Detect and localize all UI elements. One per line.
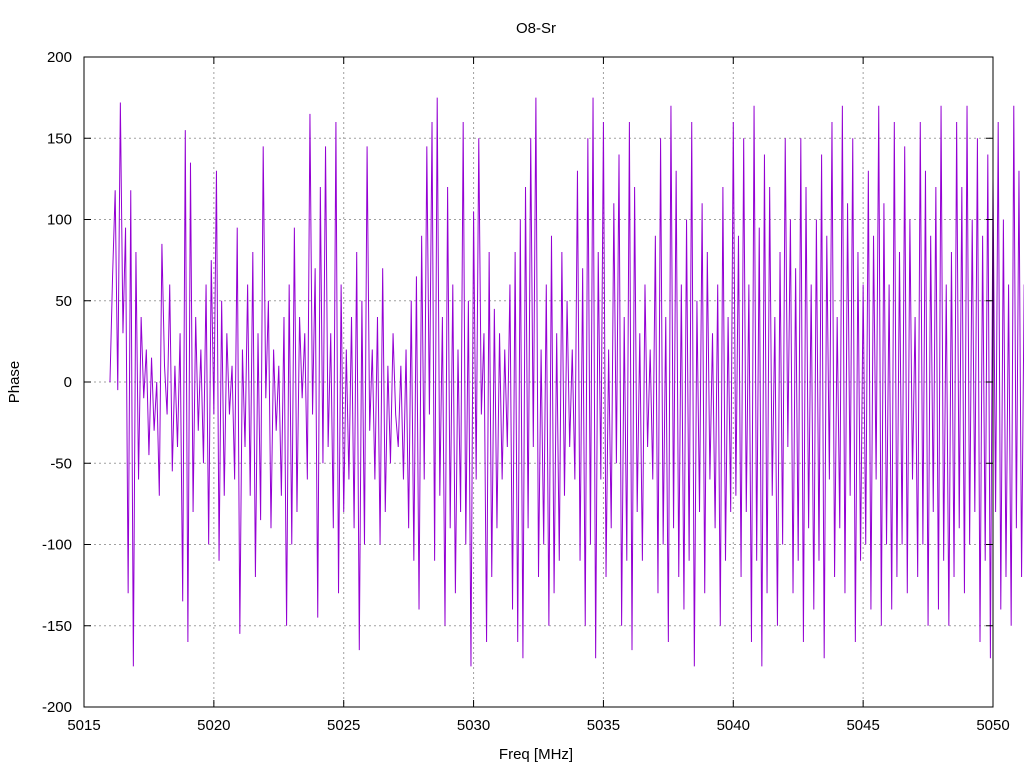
x-tick-label: 5035 [587,717,620,734]
x-tick-label: 5045 [846,717,879,734]
phase-series-line [109,97,1024,667]
y-tick-label: -200 [42,699,72,716]
x-tick-label: 5040 [717,717,750,734]
axis-ticks [83,56,994,708]
x-axis-label: Freq [MHz] [499,746,573,763]
x-tick-label: 5015 [67,717,100,734]
y-tick-label: 150 [47,130,72,147]
data-series-group [109,97,1024,667]
y-axis-label: Phase [6,361,23,404]
x-tick-labels: 5015 5020 5025 5030 5035 5040 5045 5050 [67,717,1009,734]
y-tick-label: -50 [50,455,72,472]
x-tick-label: 5025 [327,717,360,734]
y-tick-label: 100 [47,212,72,229]
x-tick-label: 5030 [457,717,490,734]
y-tick-labels: -200 -150 -100 -50 0 50 100 150 200 [42,49,72,716]
chart-title: O8-Sr [516,20,556,37]
x-tick-label: 5020 [197,717,230,734]
y-tick-label: 200 [47,49,72,66]
x-tick-label: 5050 [976,717,1009,734]
y-tick-label: 0 [64,374,72,391]
y-tick-label: -150 [42,618,72,635]
y-tick-label: -100 [42,537,72,554]
y-tick-label: 50 [55,293,72,310]
